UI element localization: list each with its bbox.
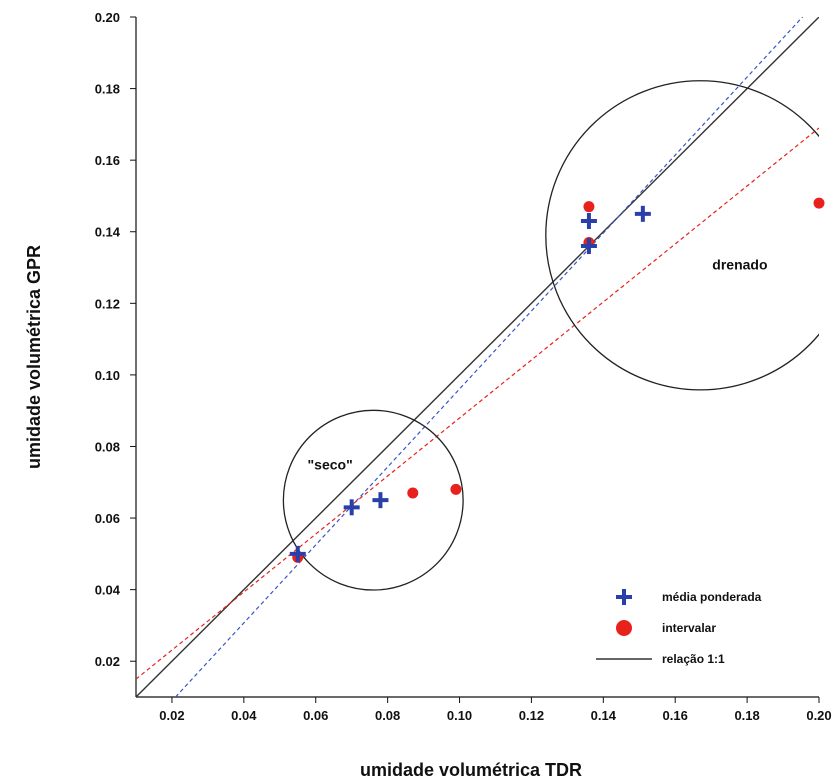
x-tick-label: 0.10: [447, 708, 472, 723]
media-ponderada-point: [372, 492, 389, 509]
x-tick-label: 0.12: [519, 708, 544, 723]
x-tick-label: 0.16: [663, 708, 688, 723]
y-tick-label: 0.14: [95, 225, 121, 240]
axes: [130, 16, 820, 703]
x-tick-label: 0.14: [591, 708, 617, 723]
y-tick-label: 0.04: [95, 583, 121, 598]
y-tick-label: 0.10: [95, 368, 120, 383]
y-tick-label: 0.08: [95, 439, 120, 454]
x-axis-title: umidade volumétrica TDR: [360, 760, 582, 780]
seco-region-circle: [282, 409, 464, 591]
y-tick-label: 0.06: [95, 511, 120, 526]
y-tick-label: 0.16: [95, 153, 120, 168]
media-ponderada-point: [580, 213, 597, 229]
media-ponderada-point: [343, 499, 360, 516]
media-ponderada-point: [580, 238, 597, 255]
x-tick-label: 0.20: [806, 708, 831, 723]
intervalar-point: [583, 201, 595, 213]
legend-media-ponderada-symbol: [616, 589, 632, 605]
x-tick-label: 0.04: [231, 708, 257, 723]
drenado-region-circle: [545, 80, 819, 391]
intervalar-point: [813, 197, 825, 209]
intervalar-point: [407, 487, 419, 499]
legend-media-ponderada-label: média ponderada: [662, 590, 762, 604]
intervalar-fit-line: [136, 127, 819, 680]
drenado-annotation: drenado: [712, 256, 767, 272]
y-tick-label: 0.20: [95, 10, 120, 25]
x-tick-label: 0.06: [303, 708, 328, 723]
plot-area: [136, 17, 819, 697]
media-ponderada-point: [634, 205, 651, 222]
media-ponderada-point: [289, 545, 306, 562]
y-tick-label: 0.02: [95, 654, 120, 669]
legend: média ponderada intervalar relação 1:1: [596, 589, 762, 666]
x-tick-label: 0.18: [734, 708, 759, 723]
seco-annotation: "seco": [308, 457, 353, 473]
data-points: [289, 197, 825, 563]
x-tick-label: 0.08: [375, 708, 400, 723]
media-ponderada-fit-line: [175, 17, 804, 697]
legend-intervalar-label: intervalar: [662, 621, 716, 635]
y-tick-label: 0.18: [95, 82, 120, 97]
y-axis-title: umidade volumétrica GPR: [24, 245, 44, 469]
x-tick-label: 0.02: [159, 708, 184, 723]
y-tick-label: 0.12: [95, 296, 120, 311]
intervalar-point: [450, 483, 462, 495]
legend-one-to-one-label: relação 1:1: [662, 652, 725, 666]
chart-text: umidade volumétrica TDR umidade volumétr…: [24, 10, 832, 780]
legend-intervalar-symbol: [616, 620, 632, 636]
one-to-one-line: [136, 17, 819, 697]
